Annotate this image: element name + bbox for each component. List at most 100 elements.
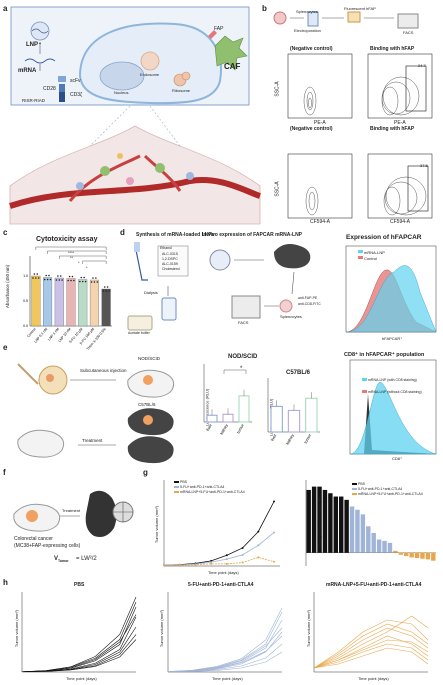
g-legend-0: PBS	[180, 480, 188, 484]
c-point	[102, 290, 105, 292]
panel-f-illustration	[13, 490, 134, 537]
flow-plot-2	[367, 53, 433, 119]
cancer-label: Colorectal cancer	[14, 536, 53, 542]
gate-value-2: 37.5	[420, 163, 428, 168]
g2-legend-2: mRNA-LNP+5-FU+anti-PD-1+anti-CTLA4	[358, 492, 423, 496]
g-point	[178, 564, 181, 567]
c-point	[48, 274, 50, 277]
c-point	[33, 273, 36, 275]
h-series-line	[313, 647, 429, 669]
h-series-line	[313, 643, 429, 669]
c-point	[59, 275, 62, 277]
panel-label-b: b	[262, 4, 267, 13]
chart-e: liver kidney tumor liver kidney tumor	[203, 359, 437, 455]
h-series-line	[21, 639, 137, 673]
g2-bar	[328, 493, 333, 553]
g-ylabel: Tumor volume (mm³)	[154, 505, 160, 544]
c-bar	[66, 278, 76, 327]
h-series-line	[313, 627, 429, 669]
c-tick-label: Control	[26, 327, 36, 338]
cd28-block	[59, 84, 65, 92]
h-series-line	[313, 639, 429, 669]
c57-title: C57BL/6	[286, 370, 311, 376]
f-treatment-label: Treatment	[62, 508, 81, 513]
c-point	[84, 280, 87, 283]
c-point	[105, 290, 107, 292]
e-c57-bar	[287, 409, 301, 433]
c-point	[49, 278, 52, 281]
scfv-label: scFv	[70, 78, 81, 84]
g2-bar	[376, 539, 382, 553]
c-point	[35, 277, 37, 279]
g-ylabel2: Change in tumor volume (%)	[316, 497, 322, 548]
c-point	[80, 276, 83, 279]
h-title-1: 5-FU+anti-PD-1+anti-CTLA4	[188, 582, 254, 588]
g-legend-swatch	[174, 491, 179, 493]
c-point	[36, 273, 39, 275]
g-xlabel: Time point (days)	[208, 570, 239, 575]
e-c57-bar	[270, 405, 283, 433]
e-sig-bracket	[223, 369, 247, 374]
g2-bar	[420, 552, 425, 559]
g-point	[273, 560, 275, 563]
h-ylabel-0: Tumor volume (mm³)	[14, 609, 20, 648]
panel-label-h: h	[3, 578, 8, 587]
flow-plot-3	[287, 153, 353, 219]
e-c57-tick-label: liver	[270, 432, 278, 441]
blood-vessel	[9, 177, 262, 209]
cd3z-block	[59, 92, 65, 102]
ssc-label-2: SSC-A	[274, 181, 281, 197]
g2-bar	[366, 526, 371, 553]
h-series-line	[167, 611, 283, 672]
c-point	[81, 280, 84, 283]
g-legend-2: mRNA-LNP+5-FU+anti-PD-1+anti-CTLA4	[180, 490, 245, 494]
c-sig-bracket	[82, 260, 107, 264]
c-point	[70, 279, 72, 282]
mrna-strand	[24, 58, 56, 64]
c-point	[58, 279, 61, 281]
c-point	[83, 276, 85, 279]
g-point	[241, 546, 244, 549]
g2-bar	[387, 542, 393, 553]
g-point	[210, 561, 213, 564]
g-series-line	[163, 501, 275, 566]
g2-bar	[414, 552, 420, 559]
binding-label-1: Binding with hFAP	[370, 46, 415, 52]
g2-legend-1: 5-FU+anti-PD-1+anti-CTLA4	[358, 487, 403, 491]
g2-bar	[431, 552, 436, 561]
panel-label-e: e	[3, 343, 8, 352]
h-series-line	[167, 635, 283, 672]
e-nod-bar	[206, 414, 218, 423]
g2-bar	[409, 552, 414, 558]
e-c57-bar	[305, 397, 318, 433]
chart-g	[163, 480, 436, 567]
panel-label-g: g	[143, 468, 148, 477]
chart-h	[21, 592, 429, 673]
model-label: (MC38+FAP-expressing cells)	[14, 543, 81, 549]
d-legend-swatch-1	[358, 256, 363, 259]
g-legend-swatch	[174, 486, 179, 488]
h-title-0: PBS	[74, 582, 85, 588]
d-lnp-curve	[345, 265, 437, 333]
mrna-label: mRNA	[18, 68, 37, 74]
h-xlabel-0: Time point (days)	[66, 676, 97, 681]
dialysis-label: Dialysis	[144, 290, 158, 295]
vtumor-label: VTumor	[54, 556, 69, 564]
h-series-line	[313, 623, 429, 669]
c-point	[55, 279, 58, 281]
risr-label: RISR-RIAD	[22, 98, 46, 103]
panel-label-d: d	[120, 228, 125, 237]
h-ylabel-2: Tumor volume (mm³)	[306, 609, 312, 648]
fluorescent-label: Fluorescent hFAP	[344, 6, 376, 11]
d-splenocytes-label: Splenocytes	[280, 314, 302, 319]
g2-bar	[333, 496, 338, 553]
g2-bar	[322, 489, 328, 553]
c-point	[67, 279, 69, 282]
g2-bar	[398, 552, 403, 555]
g2-bar	[311, 486, 317, 553]
panel-b: Splenocytes Electroporation Fluorescent …	[268, 6, 440, 226]
g2-bar	[371, 532, 376, 553]
c57-label: C57BL/6	[138, 402, 156, 407]
hist-d	[345, 245, 437, 333]
c-bar	[31, 275, 41, 327]
